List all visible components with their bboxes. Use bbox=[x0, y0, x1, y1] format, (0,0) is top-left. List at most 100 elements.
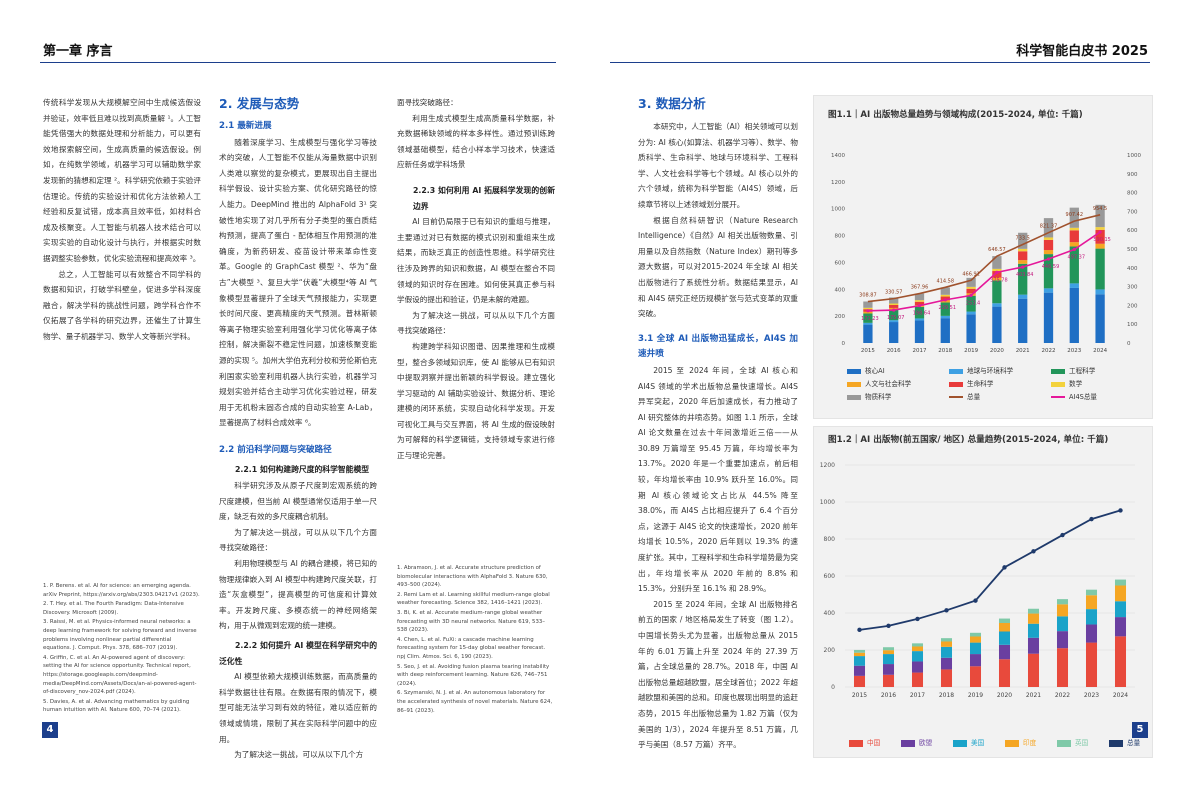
bar-segment bbox=[940, 638, 953, 642]
bar-segment bbox=[882, 650, 895, 655]
paragraph: 面寻找突破路径： bbox=[397, 98, 458, 107]
chapter-title: 第一章 序言 bbox=[43, 44, 113, 59]
y-tick-label: 800 bbox=[835, 234, 846, 240]
bar-segment bbox=[889, 322, 899, 343]
ai4s-line bbox=[867, 231, 1101, 312]
y2-tick-label: 700 bbox=[1127, 209, 1138, 215]
bar-segment bbox=[882, 664, 895, 675]
bar-segment bbox=[998, 644, 1011, 660]
paragraph: 构建跨学科知识图谱、因果推理和生成模型，整合多领域知识库，使 AI 能够从已有知… bbox=[397, 341, 555, 461]
bar-segment bbox=[966, 288, 976, 294]
legend-label: 印度 bbox=[1023, 739, 1037, 747]
line-point bbox=[944, 608, 949, 613]
bar-segment bbox=[940, 657, 953, 670]
y-tick-label: 0 bbox=[831, 684, 835, 691]
x-tick-label: 2022 bbox=[1042, 348, 1056, 354]
data-label-total: 821.37 bbox=[1040, 224, 1058, 230]
subsection-heading: 2.2 前沿科学问题与突破路径 bbox=[219, 444, 332, 455]
bar-segment bbox=[966, 277, 976, 287]
bar-segment bbox=[992, 303, 1002, 307]
legend-item: 印度 bbox=[1005, 737, 1036, 747]
bar-segment bbox=[1095, 248, 1105, 290]
x-tick-label: 2020 bbox=[990, 348, 1004, 354]
line-point bbox=[857, 627, 862, 633]
y-tick-label: 600 bbox=[835, 260, 846, 266]
data-label-total: 646.57 bbox=[988, 247, 1006, 253]
line-point bbox=[886, 623, 891, 629]
line-point bbox=[973, 598, 978, 603]
legend-swatch bbox=[849, 739, 863, 747]
bar-segment bbox=[1085, 624, 1098, 643]
footnote: 4. Chen, L. et al. FuXi: a cascade machi… bbox=[397, 636, 546, 660]
bar-segment bbox=[889, 309, 899, 321]
bar-segment bbox=[1095, 227, 1105, 230]
bar-segment bbox=[969, 666, 982, 687]
y-tick-label: 400 bbox=[835, 287, 846, 293]
y-tick-label: 0 bbox=[842, 341, 846, 347]
bar-segment bbox=[1027, 653, 1040, 687]
bar-segment bbox=[1069, 287, 1079, 343]
legend-label: 欧盟 bbox=[919, 739, 933, 747]
data-label-total: 308.87 bbox=[859, 293, 877, 299]
bar-segment bbox=[863, 313, 873, 323]
bar-segment bbox=[1043, 288, 1054, 293]
legend-label: 地球与环境科学 bbox=[967, 367, 1014, 375]
y-tick-label: 1200 bbox=[831, 180, 845, 186]
bar-segment bbox=[940, 287, 950, 295]
bar-segment bbox=[853, 652, 866, 657]
y2-tick-label: 900 bbox=[1127, 172, 1138, 178]
paragraph: 总之，人工智能可以有效整合不同学科的数据和知识，打破学科壁垒，促进多学科深度融合… bbox=[43, 269, 201, 341]
bar-segment bbox=[882, 654, 895, 665]
bar-segment bbox=[1043, 239, 1054, 251]
data-label-ai4s: 375.78 bbox=[990, 277, 1008, 283]
column-4: 3. 数据分析 本研究中，人工智能（AI）相关领域可以划分为: AI 核心(如算… bbox=[638, 95, 798, 753]
data-label-ai4s: 497.37 bbox=[1068, 254, 1086, 260]
bar-segment bbox=[1056, 599, 1069, 605]
footnote: 2. Remi Lam et al. Learning skillful med… bbox=[397, 591, 550, 607]
bar-segment bbox=[1069, 246, 1079, 284]
subsection-heading: 3.1 全球 AI 出版物迅猛成长，AI4S 加速井喷 bbox=[638, 333, 798, 360]
bar-segment bbox=[1056, 631, 1069, 649]
figure-1-1-chart: 0 200 400 600 800 1000 1200 1400 0 100 200 300 400 50… bbox=[831, 153, 1141, 354]
footnote: 4. Griffin, C. et al. An AI-powered agen… bbox=[43, 654, 197, 696]
bar-segment bbox=[1085, 609, 1098, 625]
bar-segment bbox=[882, 647, 895, 651]
bar-segment bbox=[1018, 248, 1028, 252]
header-rule-left bbox=[40, 62, 556, 63]
x-tick-label: 2016 bbox=[881, 692, 896, 699]
legend-label: 英国 bbox=[1075, 739, 1089, 747]
bar-segment bbox=[1056, 648, 1069, 687]
bar-segment bbox=[998, 631, 1011, 645]
bar-segment bbox=[914, 301, 925, 305]
x-tick-label: 2015 bbox=[861, 348, 875, 354]
y-tick-label: 1200 bbox=[820, 462, 835, 469]
legend-swatch bbox=[1051, 368, 1065, 374]
bar-segment bbox=[889, 304, 899, 308]
header-rule-right bbox=[610, 62, 1150, 63]
x-tick-label: 2018 bbox=[939, 692, 954, 699]
bar-segment bbox=[1069, 283, 1079, 288]
bar-segment bbox=[1043, 292, 1054, 343]
legend-item: 总量 bbox=[949, 391, 980, 401]
line-point bbox=[1046, 257, 1051, 261]
legend-swatch bbox=[901, 739, 915, 747]
footnote: 3. Raissi, M. et al. Physics-informed ne… bbox=[43, 619, 197, 652]
bar-segment bbox=[1114, 617, 1127, 637]
bar-segment bbox=[992, 256, 1002, 269]
legend-swatch bbox=[1051, 381, 1065, 387]
legend-item: 地球与环境科学 bbox=[949, 365, 1013, 375]
legend-item: 人文与社会科学 bbox=[847, 378, 911, 388]
legend-label: 生命科学 bbox=[967, 380, 994, 388]
page-number-right: 5 bbox=[1132, 722, 1148, 738]
bar-segment bbox=[1027, 608, 1040, 614]
line-point bbox=[1002, 565, 1007, 570]
bar-segment bbox=[940, 646, 953, 658]
paragraph: 利用物理模型与 AI 的耦合建模，将已知的物理规律嵌入到 AI 模型中构建跨尺度… bbox=[219, 559, 377, 631]
line-point bbox=[915, 616, 920, 622]
bar-segment bbox=[911, 646, 924, 652]
bar-segment bbox=[911, 672, 924, 687]
subsubsection-heading: 2.2.1 如何构建跨尺度的科学智能模型 bbox=[235, 465, 370, 475]
bar-segment bbox=[1069, 242, 1079, 247]
data-label-total: 330.57 bbox=[885, 290, 903, 296]
bar-segment bbox=[1069, 227, 1079, 231]
